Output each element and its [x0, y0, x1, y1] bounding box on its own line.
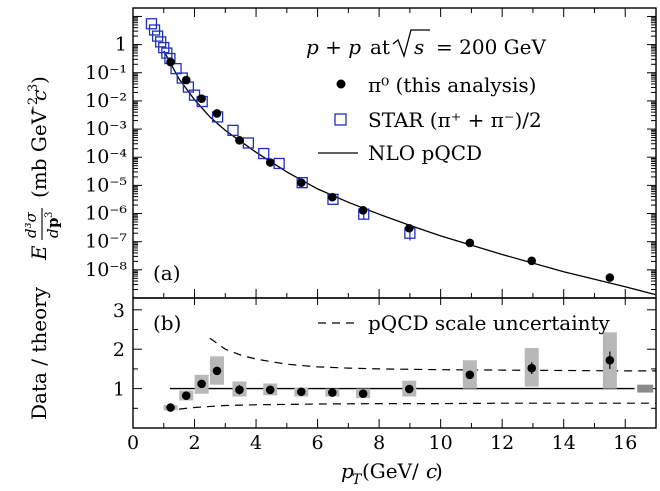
- legend-label-pi0: π⁰ (this analysis): [368, 73, 536, 97]
- x-tick-label: 12: [490, 432, 514, 454]
- ratio-y-tick-label: 1: [113, 379, 125, 401]
- bottom-panel-frame: [132, 297, 657, 429]
- pi0-point: [328, 192, 337, 202]
- svg-text:E: E: [27, 245, 51, 261]
- svg-text:c: c: [27, 90, 51, 101]
- svg-text:s: s: [414, 35, 424, 59]
- legend-label-star: STAR (π⁺ + π⁻)/2: [368, 108, 542, 132]
- star-point: [227, 124, 239, 137]
- ratio-points: [166, 351, 615, 412]
- x-tick-label: 16: [613, 432, 637, 454]
- legend-marker-star: [334, 113, 347, 126]
- scale-upper-line: [209, 337, 656, 372]
- normalization-box: [637, 384, 654, 393]
- ratio-point: [197, 379, 206, 389]
- scale-lower-line: [179, 402, 656, 410]
- star-point: [258, 147, 270, 160]
- sqrt-s-symbol: s: [392, 29, 430, 59]
- pi0-point: [181, 75, 191, 85]
- x-tick-label: 8: [373, 432, 385, 454]
- y-tick-label: 10⁻¹: [85, 62, 127, 84]
- ratio-point: [212, 366, 222, 376]
- ratio-point: [465, 370, 475, 380]
- star-point: [242, 137, 255, 149]
- pi0-point: [527, 256, 537, 266]
- y-tick-label: 10⁻⁷: [85, 231, 127, 253]
- ratio-y-tick-label: 3: [113, 300, 125, 322]
- y-tick-label: 10⁻⁶: [85, 203, 127, 225]
- pi0-point: [235, 135, 244, 145]
- top-y-axis-label: E d³σ d p 3 (mb GeV −2 c 3 ): [22, 76, 62, 261]
- x-tick-label: 0: [127, 432, 139, 454]
- star-point: [155, 36, 167, 48]
- x-tick-label: 4: [250, 432, 262, 454]
- svg-text:): ): [27, 76, 51, 84]
- ratio-point: [265, 385, 275, 395]
- star-point: [151, 30, 164, 42]
- pi0-point: [296, 178, 306, 187]
- ratio-point: [404, 384, 414, 394]
- star-point: [170, 62, 182, 75]
- svg-text:(mb GeV: (mb GeV: [27, 109, 51, 198]
- svg-text:3: 3: [26, 84, 41, 92]
- star-point: [148, 24, 161, 36]
- ratio-point: [328, 388, 337, 397]
- svg-text:−2: −2: [26, 97, 41, 116]
- svg-text:3: 3: [44, 212, 55, 218]
- svg-text:p: p: [341, 459, 354, 483]
- pi0-point: [166, 57, 175, 67]
- ratio-point: [296, 387, 306, 397]
- ratio-point: [235, 385, 244, 395]
- svg-text:(GeV/: (GeV/: [362, 459, 419, 483]
- x-tick-label: 14: [552, 432, 576, 454]
- svg-text:d³σ: d³σ: [22, 211, 40, 238]
- bottom-y-axis-label: Data / theory: [27, 286, 51, 420]
- ratio-point: [527, 363, 537, 373]
- ratio-point: [358, 389, 368, 399]
- pi0-point: [197, 94, 206, 103]
- collision-label: p + p: [306, 35, 361, 59]
- pi0-point: [605, 273, 615, 282]
- collision-at: at: [370, 35, 390, 59]
- star-point: [145, 18, 158, 30]
- y-tick-label: 10⁻⁸: [85, 259, 127, 281]
- pi0-point: [212, 109, 222, 118]
- energy-label: = 200 GeV: [436, 35, 546, 59]
- ratio-point: [605, 355, 615, 365]
- pi0-point: [358, 206, 368, 215]
- svg-text:p: p: [44, 218, 62, 229]
- legend-label-nlo: NLO pQCD: [368, 141, 482, 165]
- pi0-point: [465, 238, 475, 248]
- svg-text:): ): [435, 459, 443, 483]
- y-tick-label: 10⁻⁵: [85, 174, 127, 196]
- pi0-point: [404, 223, 414, 233]
- y-tick-label: 10⁻²: [85, 90, 127, 112]
- x-axis-label: p T (GeV/ c ): [341, 459, 443, 488]
- systematic-boxes: [163, 332, 654, 411]
- scale-uncertainty-band: [179, 337, 656, 410]
- ratio-point: [181, 391, 191, 400]
- x-tick-label: 10: [429, 432, 453, 454]
- svg-text:c: c: [426, 459, 437, 483]
- y-tick-label: 1: [115, 34, 127, 56]
- top-axis-ticks: 1 10⁻¹ 10⁻² 10⁻³ 10⁻⁴ 10⁻⁵ 10⁻⁶ 10⁻⁷ 10⁻⁸: [85, 8, 657, 299]
- legend-marker-pi0: [336, 79, 346, 89]
- legend-label-scale: pQCD scale uncertainty: [368, 311, 611, 335]
- svg-text:T: T: [352, 472, 363, 488]
- panel-label-b: (b): [153, 311, 181, 335]
- y-tick-label: 10⁻³: [85, 118, 127, 140]
- ratio-point: [166, 403, 175, 412]
- x-tick-label: 2: [188, 432, 200, 454]
- x-tick-label: 6: [312, 432, 324, 454]
- panel-label-a: (a): [153, 261, 181, 285]
- svg-text:d: d: [44, 228, 62, 238]
- ratio-y-tick-label: 2: [113, 339, 125, 361]
- pi0-series: [166, 57, 615, 282]
- pi0-point: [265, 158, 275, 167]
- y-tick-label: 10⁻⁴: [85, 146, 127, 168]
